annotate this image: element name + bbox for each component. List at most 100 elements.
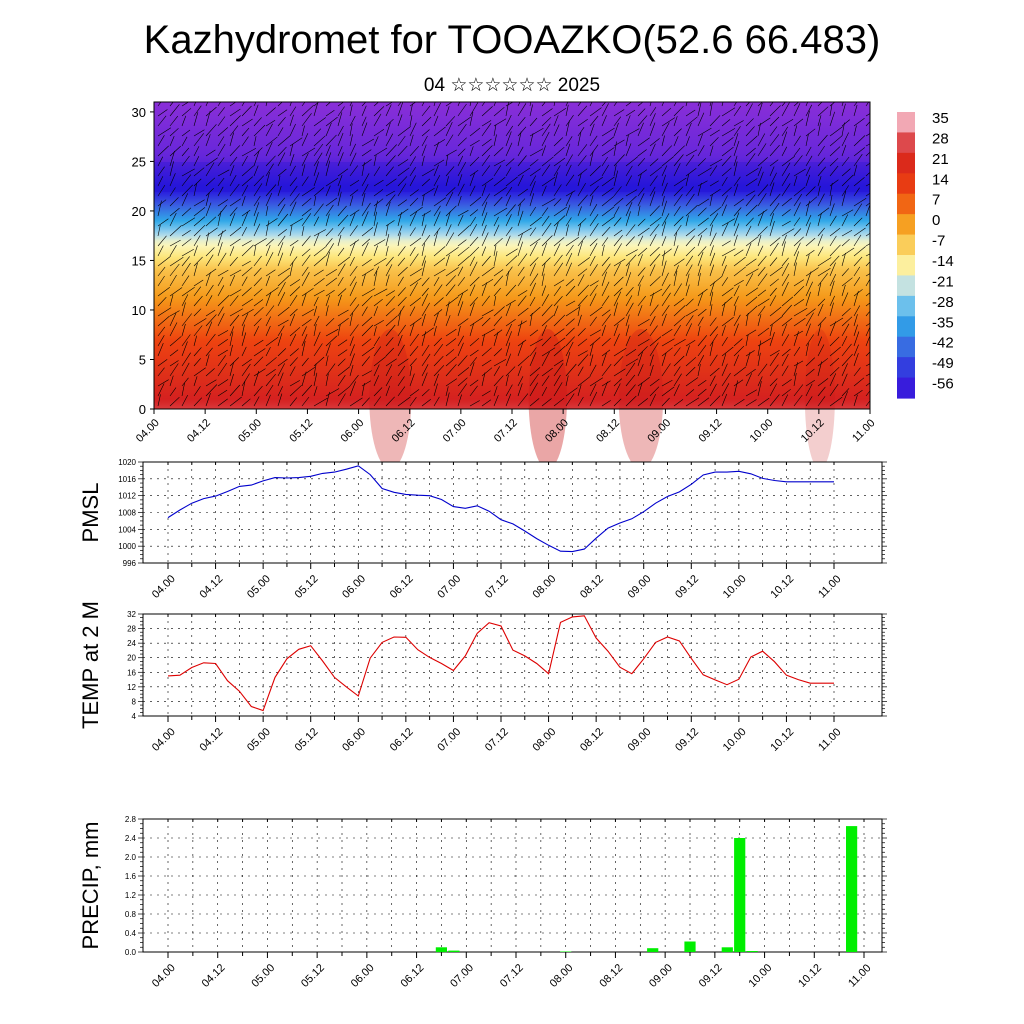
x-tick-label: 08.00 (530, 726, 558, 754)
wind-barb (433, 139, 446, 147)
wind-barb (577, 155, 587, 167)
wind-barb (385, 178, 397, 187)
wind-barb (709, 102, 713, 117)
wind-barb (721, 277, 729, 287)
wind-barb (829, 373, 837, 387)
wind-barb (409, 134, 414, 147)
wind-barb (685, 377, 699, 387)
wind-barb (541, 164, 551, 177)
y-tick-label: 8 (132, 697, 137, 706)
wind-barb (661, 107, 672, 117)
wind-barb (553, 337, 566, 347)
wind-barb (805, 104, 813, 117)
wind-barb (661, 338, 675, 347)
wind-barb (433, 396, 440, 407)
wind-barb (661, 353, 667, 367)
wind-barb (685, 228, 696, 237)
wind-barb (349, 241, 356, 257)
wind-barb (685, 154, 695, 167)
wind-barb (817, 386, 826, 397)
wind-barb (553, 115, 559, 127)
wind-barb (601, 309, 611, 317)
wind-barb (673, 186, 684, 197)
x-tick-label: 04.12 (197, 573, 225, 601)
wind-barb (745, 236, 759, 247)
wind-barb (829, 336, 840, 347)
wind-barb (157, 145, 169, 157)
wind-barb (169, 310, 180, 317)
wind-barb (781, 234, 787, 247)
wind-barb (457, 225, 470, 237)
wind-barb (577, 295, 588, 307)
wind-barb (505, 204, 516, 217)
wind-barb (709, 281, 715, 297)
wind-barb (157, 394, 161, 407)
wind-barb (637, 346, 648, 357)
wind-barb (769, 295, 777, 307)
wind-barb (373, 298, 383, 307)
wind-barb (421, 178, 431, 187)
wind-barb (505, 248, 518, 257)
wind-barb (853, 305, 861, 317)
wind-barb (661, 272, 669, 287)
wind-barb (589, 223, 599, 237)
wind-barb (517, 210, 524, 227)
wind-barb (709, 189, 721, 197)
wind-barb (685, 136, 690, 147)
wind-barb (553, 363, 564, 377)
wind-barb (601, 281, 610, 297)
wind-barb (349, 104, 353, 117)
wind-barb (241, 332, 247, 347)
wind-barb (817, 134, 828, 147)
wind-barb (589, 329, 602, 337)
wind-barb (553, 222, 559, 237)
x-tick-label: 05.00 (245, 726, 273, 754)
wind-barb (457, 116, 471, 127)
wind-barb (229, 238, 241, 247)
wind-barb (325, 317, 335, 327)
wind-barb (529, 329, 539, 337)
wind-barb (409, 115, 413, 127)
wind-barb (841, 363, 848, 377)
wind-barb (625, 302, 634, 317)
warm-core (804, 329, 835, 469)
wind-barb (289, 225, 293, 237)
warm-core (369, 329, 412, 469)
wind-barb (469, 385, 478, 397)
wind-barb (721, 187, 732, 197)
wind-barb (673, 347, 681, 357)
wind-barb (541, 207, 549, 217)
wind-barb (493, 386, 498, 397)
wind-barb (733, 249, 744, 257)
wind-barb (313, 277, 325, 287)
wind-barb (661, 386, 675, 397)
wind-barb (589, 383, 597, 397)
wind-barb (157, 256, 171, 267)
wind-barb (853, 353, 859, 367)
wind-barb (865, 310, 870, 317)
wind-barb (517, 376, 524, 387)
wind-barb (637, 149, 647, 157)
wind-barb (313, 296, 319, 307)
y-tick-label: 2.8 (125, 815, 137, 824)
wind-barb (697, 364, 701, 377)
wind-barb (349, 152, 357, 167)
x-tick-label: 07.00 (435, 573, 463, 601)
wind-barb (229, 108, 241, 117)
wind-barb (337, 125, 344, 137)
wind-barb (565, 318, 575, 327)
wind-barb (373, 346, 382, 357)
wind-barb (697, 397, 710, 407)
wind-barb (493, 316, 503, 327)
colorbar-segment (897, 377, 915, 399)
wind-barb (769, 266, 783, 277)
precip-bar (647, 948, 659, 952)
wind-barb (277, 372, 284, 387)
wind-barb (781, 273, 790, 287)
wind-barb (481, 372, 486, 387)
wind-barb (157, 235, 167, 247)
wind-barb (601, 295, 610, 307)
wind-barb (781, 173, 790, 187)
wind-barb (193, 146, 200, 157)
wind-barb (265, 368, 276, 377)
